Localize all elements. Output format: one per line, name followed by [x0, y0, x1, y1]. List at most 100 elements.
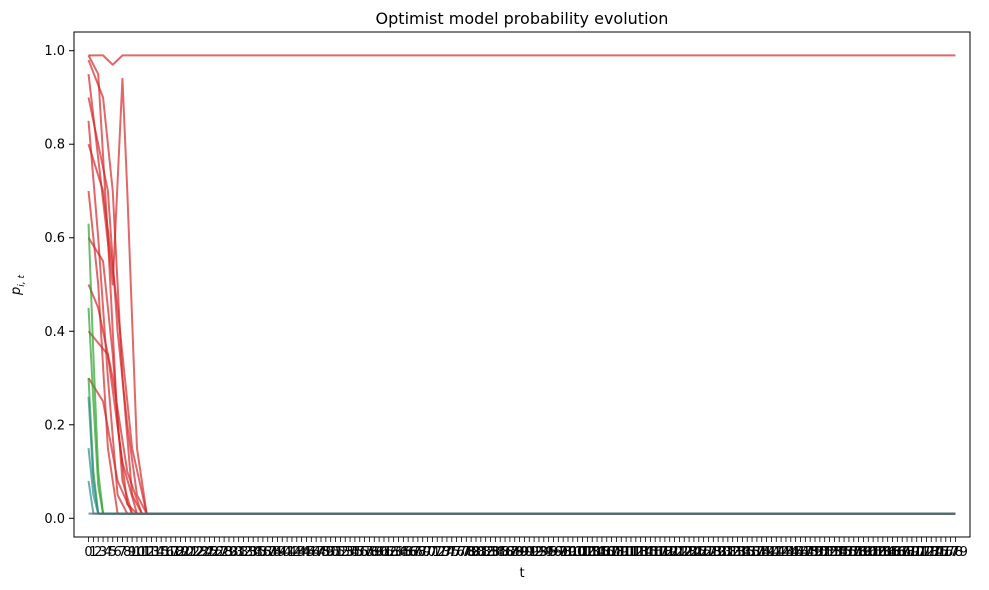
x-tick-label: 28	[216, 545, 233, 560]
x-tick-label: 155	[827, 545, 852, 560]
x-tick-label: 131	[711, 545, 736, 560]
y-tick-label: 0.6	[44, 231, 65, 246]
x-tick-label: 108	[599, 545, 624, 560]
x-tick-label: 147	[788, 545, 813, 560]
x-tick-label: 123	[672, 545, 697, 560]
x-tick-label: 41	[279, 545, 296, 560]
x-tick-label: 9	[128, 545, 136, 560]
x-tick-label: 163	[866, 545, 891, 560]
x-tick-label: 98	[555, 545, 572, 560]
x-tick-label: 143	[769, 545, 794, 560]
x-tick-label: 25	[201, 545, 218, 560]
x-tick-label: 107	[594, 545, 619, 560]
x-tick-label: 54	[342, 545, 359, 560]
x-tick-label: 26	[206, 545, 223, 560]
x-tick-label: 51	[327, 545, 344, 560]
x-tick-label: 24	[196, 545, 213, 560]
svg-text:pi, t: pi, t	[9, 275, 27, 296]
x-tick-label: 72	[429, 545, 446, 560]
x-tick-label: 73	[434, 545, 451, 560]
y-axis-label: pi, t	[9, 275, 27, 296]
x-tick-label: 82	[477, 545, 494, 560]
x-tick-label: 47	[308, 545, 325, 560]
x-tick-label: 49	[318, 545, 335, 560]
x-tick-label: 69	[414, 545, 431, 560]
x-tick-label: 90	[516, 545, 533, 560]
x-tick-label: 144	[774, 545, 799, 560]
x-tick-label: 80	[468, 545, 485, 560]
x-tick-label: 42	[284, 545, 301, 560]
x-tick-label: 111	[614, 545, 639, 560]
x-tick-label: 16	[158, 545, 175, 560]
x-tick-label: 97	[550, 545, 567, 560]
y-axis-label-sub: i, t	[17, 275, 27, 287]
x-tick-label: 8	[123, 545, 131, 560]
x-tick-label: 117	[643, 545, 668, 560]
x-tick-label: 101	[565, 545, 590, 560]
x-tick-label: 156	[832, 545, 857, 560]
x-tick-label: 154	[822, 545, 847, 560]
x-tick-label: 81	[473, 545, 490, 560]
x-tick-label: 174	[919, 545, 944, 560]
x-tick-label: 27	[211, 545, 228, 560]
x-tick-label: 39	[269, 545, 286, 560]
x-tick-label: 0	[84, 545, 92, 560]
x-tick-label: 85	[492, 545, 509, 560]
x-tick-label: 96	[545, 545, 562, 560]
x-tick-label: 56	[351, 545, 368, 560]
x-tick-label: 164	[870, 545, 895, 560]
x-tick-label: 99	[560, 545, 577, 560]
y-tick-label: 0.4	[44, 325, 65, 340]
x-tick-label: 149	[798, 545, 823, 560]
x-tick-label: 86	[497, 545, 514, 560]
x-tick-label: 114	[628, 545, 653, 560]
x-tick-label: 115	[633, 545, 658, 560]
x-tick-label: 146	[783, 545, 808, 560]
x-tick-label: 141	[759, 545, 784, 560]
x-tick-label: 45	[298, 545, 315, 560]
x-tick-label: 178	[938, 545, 963, 560]
x-tick-label: 100	[560, 545, 585, 560]
x-tick-label: 124	[677, 545, 702, 560]
x-tick-label: 159	[846, 545, 871, 560]
plot-area: 0.00.20.40.60.81.0 012345678910111213141…	[44, 31, 971, 560]
x-tick-label: 113	[623, 545, 648, 560]
x-tick-label: 71	[424, 545, 441, 560]
x-tick-label: 3	[99, 545, 107, 560]
x-tick-label: 172	[909, 545, 934, 560]
x-tick-label: 50	[322, 545, 339, 560]
x-tick-label: 121	[662, 545, 687, 560]
x-tick-label: 158	[841, 545, 866, 560]
x-tick-label: 68	[410, 545, 427, 560]
x-tick-label: 133	[720, 545, 745, 560]
x-tick-label: 134	[725, 545, 750, 560]
x-axis: 0123456789101112131415161718192021222324…	[84, 537, 968, 560]
x-tick-label: 151	[807, 545, 832, 560]
x-tick-label: 103	[575, 545, 600, 560]
x-tick-label: 76	[448, 545, 465, 560]
x-tick-label: 120	[657, 545, 682, 560]
x-tick-label: 83	[482, 545, 499, 560]
x-tick-label: 130	[706, 545, 731, 560]
x-tick-label: 62	[381, 545, 398, 560]
x-tick-label: 161	[856, 545, 881, 560]
x-tick-label: 52	[332, 545, 349, 560]
x-tick-label: 129	[701, 545, 726, 560]
x-tick-label: 135	[730, 545, 755, 560]
x-tick-label: 66	[400, 545, 417, 560]
x-tick-label: 168	[890, 545, 915, 560]
x-tick-label: 22	[187, 545, 204, 560]
x-tick-label: 64	[390, 545, 407, 560]
x-tick-label: 176	[929, 545, 954, 560]
x-tick-label: 32	[235, 545, 252, 560]
x-tick-label: 59	[366, 545, 383, 560]
y-tick-label: 0.8	[44, 138, 65, 153]
y-tick-label: 0.0	[44, 512, 65, 527]
x-tick-label: 105	[585, 545, 610, 560]
x-tick-label: 38	[264, 545, 281, 560]
x-tick-label: 78	[458, 545, 475, 560]
x-tick-label: 84	[487, 545, 504, 560]
x-tick-label: 126	[686, 545, 711, 560]
x-tick-label: 132	[715, 545, 740, 560]
x-tick-label: 37	[259, 545, 276, 560]
